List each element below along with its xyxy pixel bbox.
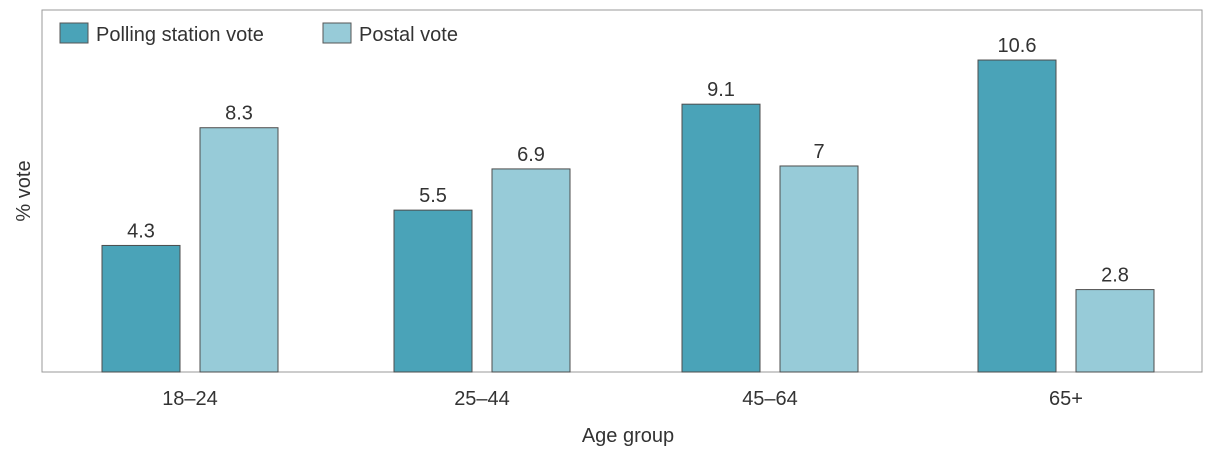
value-label-polling-station-vote-18-24: 4.3 (127, 220, 155, 242)
x-tick-label-45-64: 45–64 (742, 388, 798, 410)
bar-polling-station-vote-25-44 (393, 209, 473, 373)
legend-label-postal-vote: Postal vote (359, 24, 458, 46)
legend-label-polling-station-vote: Polling station vote (96, 24, 264, 46)
value-label-postal-vote-18-24: 8.3 (225, 103, 253, 125)
plot-frame (41, 9, 1203, 373)
value-label-polling-station-vote-65: 10.6 (998, 35, 1037, 57)
x-tick-labels-group: 18–24 25–44 45–64 65+ (162, 388, 1083, 410)
value-label-polling-station-vote-45-64: 9.1 (707, 79, 735, 101)
legend-swatch-polling-station-vote (59, 22, 89, 44)
bar-polling-station-vote-65 (977, 59, 1057, 373)
legend-swatch-postal-vote (322, 22, 352, 44)
y-axis-label: % vote (13, 160, 35, 221)
bar-polling-station-vote-45-64 (681, 103, 761, 373)
value-label-postal-vote-25-44: 6.9 (517, 144, 545, 166)
bar-postal-vote-18-24 (199, 127, 279, 373)
bar-postal-vote-65 (1075, 289, 1155, 373)
bar-postal-vote-45-64 (779, 165, 859, 373)
bar-postal-vote-25-44 (491, 168, 571, 373)
value-label-postal-vote-65: 2.8 (1101, 265, 1129, 287)
legend: Polling station vote Postal vote (59, 22, 458, 46)
bars-group (101, 59, 1155, 373)
bar-polling-station-vote-18-24 (101, 244, 181, 373)
value-label-polling-station-vote-25-44: 5.5 (419, 185, 447, 207)
x-axis-label: Age group (582, 425, 674, 447)
x-tick-label-25-44: 25–44 (454, 388, 510, 410)
x-tick-label-18-24: 18–24 (162, 388, 218, 410)
value-label-postal-vote-45-64: 7 (813, 141, 824, 163)
value-labels-group: 4.3 8.3 5.5 6.9 9.1 7 10.6 2.8 (127, 35, 1129, 287)
x-tick-label-65: 65+ (1049, 388, 1083, 410)
